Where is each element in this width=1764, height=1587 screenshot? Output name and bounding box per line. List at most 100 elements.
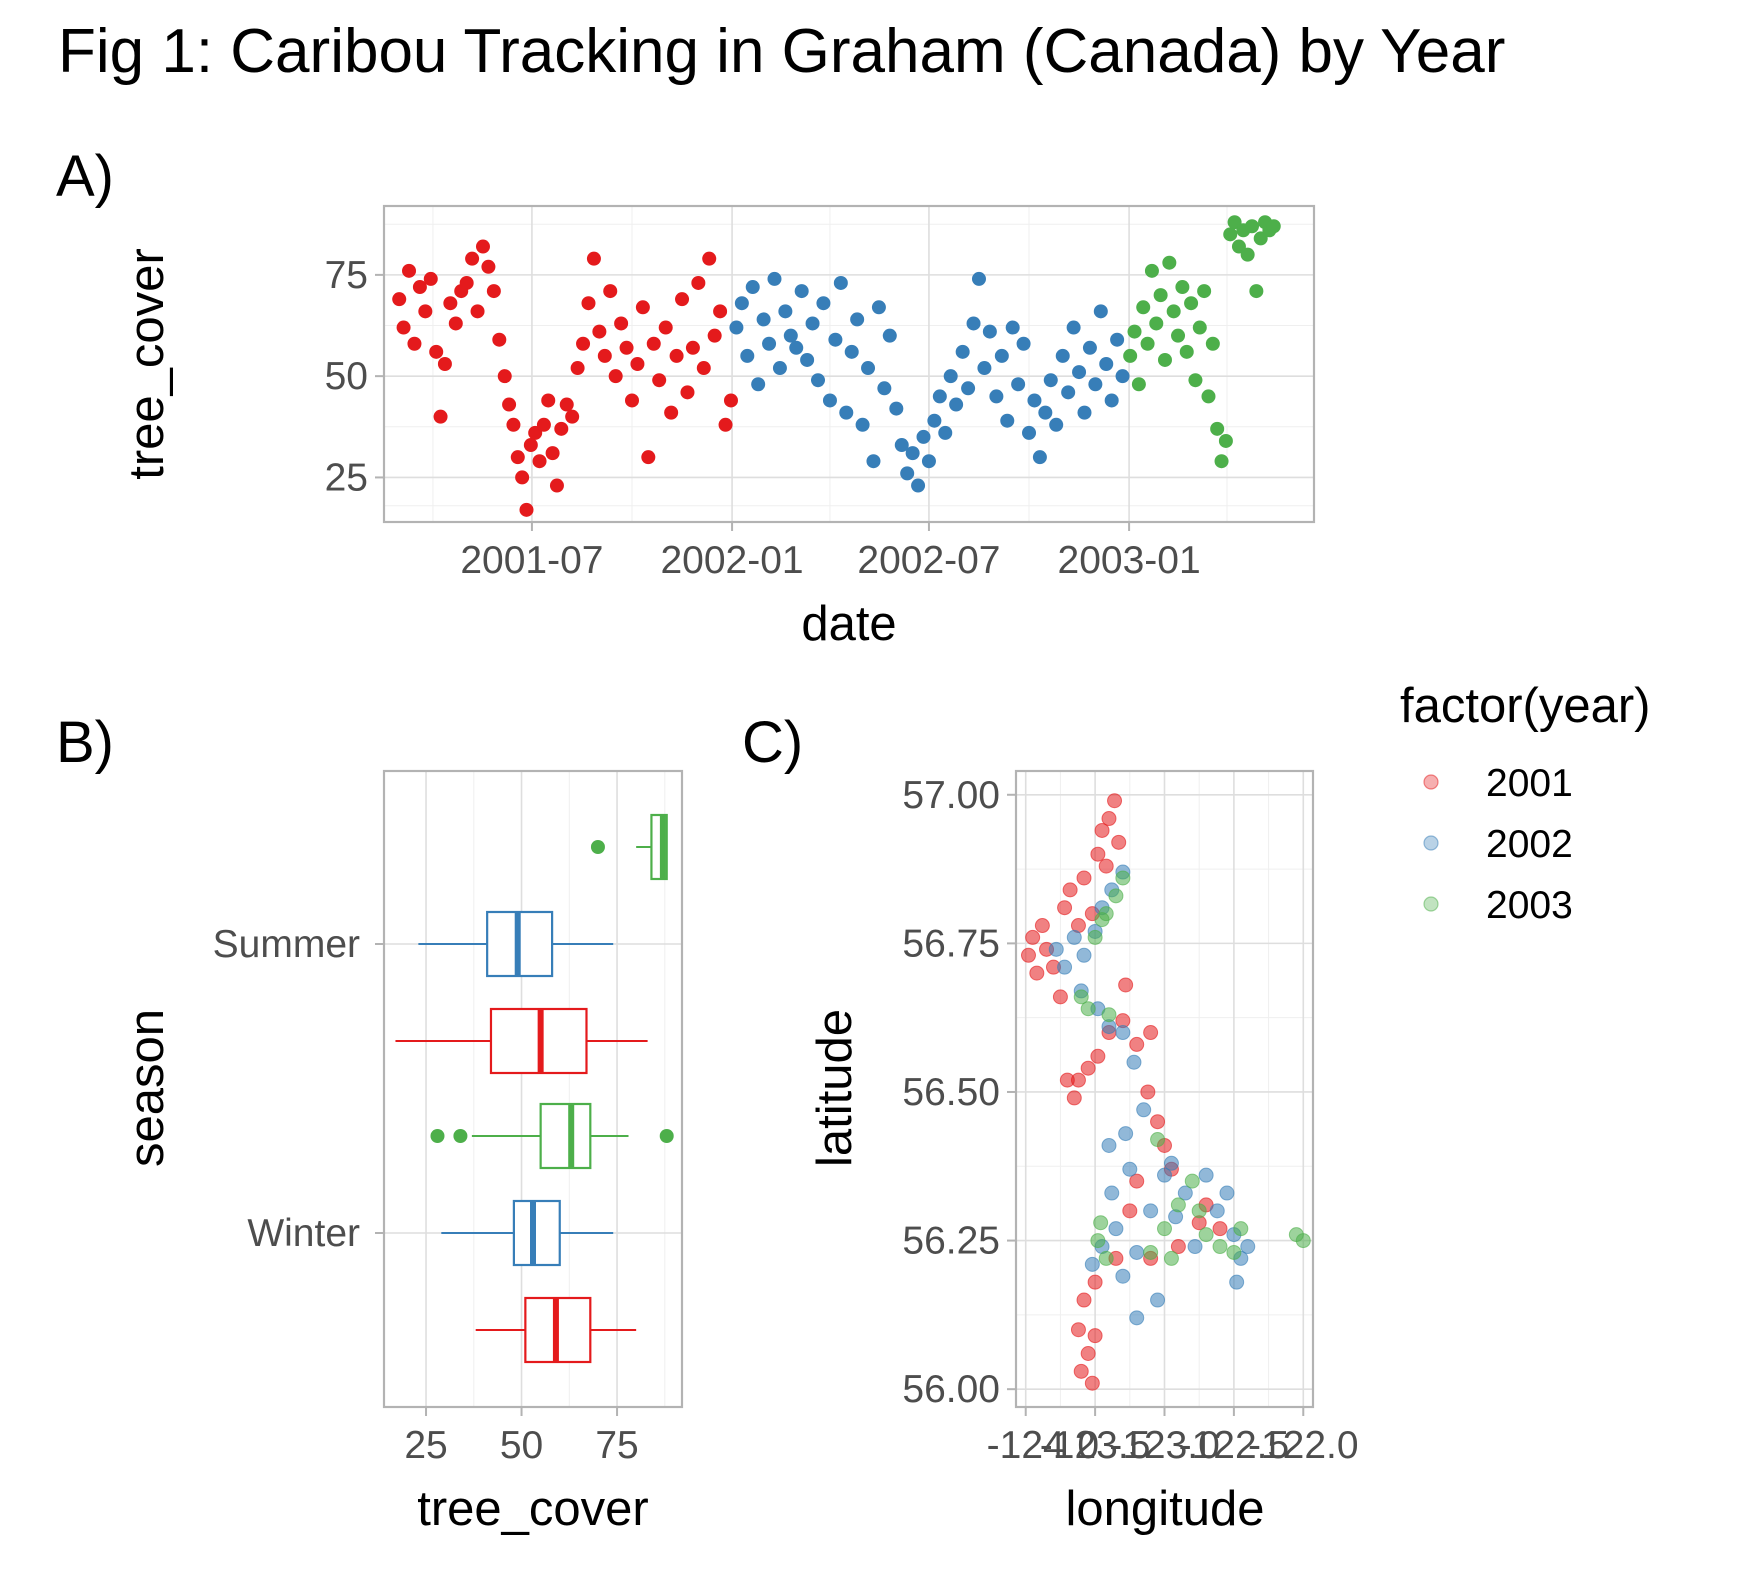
data-point-2001 xyxy=(510,450,525,465)
data-point-2001 xyxy=(486,284,501,299)
data-point-2002 xyxy=(894,438,909,453)
data-point-2001 xyxy=(1066,1090,1082,1106)
data-point-2001 xyxy=(1170,1239,1186,1255)
data-point-2001 xyxy=(475,239,490,254)
data-point-2003 xyxy=(1201,389,1216,404)
data-point-2003 xyxy=(1080,1001,1096,1017)
data-point-2001 xyxy=(1073,1363,1089,1379)
data-point-2003 xyxy=(1170,1197,1186,1213)
data-point-2003 xyxy=(1288,1227,1304,1243)
data-point-2003 xyxy=(1240,247,1255,262)
data-point-2001 xyxy=(1076,870,1092,886)
data-point-2002 xyxy=(811,373,825,388)
boxplot-box xyxy=(512,1199,561,1267)
data-point-2003 xyxy=(1150,1132,1166,1148)
data-point-2001 xyxy=(664,405,679,420)
data-point-2001 xyxy=(559,397,574,412)
data-point-2001 xyxy=(565,409,580,424)
data-point-2002 xyxy=(921,454,936,469)
panel-c-grid xyxy=(1016,771,1313,1407)
data-point-2002 xyxy=(1011,377,1026,392)
x-tick-label: 25 xyxy=(404,1424,447,1467)
data-point-2001 xyxy=(1070,1072,1086,1088)
data-point-2001 xyxy=(515,470,530,485)
data-point-2002 xyxy=(927,413,942,428)
data-point-2002 xyxy=(1110,332,1125,347)
data-point-2001 xyxy=(433,409,448,424)
y-tick-label: 75 xyxy=(325,254,368,297)
data-point-2002 xyxy=(1099,357,1114,371)
data-point-2002 xyxy=(932,389,947,404)
data-point-2003 xyxy=(1140,336,1155,351)
x-tick-label: -124 xyxy=(987,1424,1065,1467)
data-point-2002 xyxy=(844,344,859,359)
data-point-2001 xyxy=(652,373,667,388)
data-point-2002 xyxy=(1115,369,1130,384)
data-point-2002 xyxy=(816,296,831,311)
data-point-2003 xyxy=(1266,219,1281,234)
data-point-2001 xyxy=(1143,1025,1159,1041)
data-point-2001 xyxy=(429,344,444,359)
data-point-2001 xyxy=(685,340,700,355)
data-point-2001 xyxy=(592,324,607,339)
data-point-2003 xyxy=(1205,336,1220,351)
data-point-2002 xyxy=(822,393,837,408)
data-point-2001 xyxy=(707,328,722,343)
data-point-2003 xyxy=(1093,1215,1109,1231)
data-point-2002 xyxy=(762,336,777,351)
panel-a-border xyxy=(382,204,1316,524)
legend-entries: 2001 2002 2003 xyxy=(1423,762,1573,927)
data-point-2002 xyxy=(1061,385,1076,400)
data-point-2002 xyxy=(756,312,771,327)
data-point-2002 xyxy=(889,401,904,416)
data-point-2002 xyxy=(1057,959,1073,975)
data-point-2001 xyxy=(1107,793,1123,809)
legend-title: factor(year) xyxy=(1400,679,1651,733)
data-point-2001 xyxy=(576,336,591,351)
data-point-2002 xyxy=(1066,929,1082,945)
legend-label-2001: 2001 xyxy=(1486,762,1573,805)
data-point-2002 xyxy=(794,284,809,299)
data-point-2002 xyxy=(855,417,870,432)
data-point-2001 xyxy=(570,361,585,376)
data-point-2003 xyxy=(1144,263,1159,278)
boxplot-summer-2003 xyxy=(590,813,668,881)
data-point-2001 xyxy=(506,417,521,432)
y-tick-label: 56.50 xyxy=(902,1071,1000,1114)
y-tick-label: 25 xyxy=(325,456,368,499)
data-point-2003 xyxy=(1223,227,1238,242)
data-point-2003 xyxy=(1233,1221,1249,1237)
data-point-2003 xyxy=(1226,1244,1242,1260)
data-point-2002 xyxy=(1143,1203,1159,1219)
panel-a-x-axis-title: date xyxy=(801,597,896,651)
data-point-2001 xyxy=(407,336,422,351)
data-point-2002 xyxy=(1240,1239,1256,1255)
data-point-2002 xyxy=(966,316,981,331)
data-point-2003 xyxy=(1098,1250,1114,1266)
data-point-2002 xyxy=(1163,1155,1179,1171)
legend: factor(year) 2001 2002 2003 xyxy=(1400,679,1651,927)
data-point-2002 xyxy=(1115,1025,1131,1041)
data-point-2002 xyxy=(994,348,1009,363)
data-point-2003 xyxy=(1101,1007,1117,1023)
data-point-2002 xyxy=(1108,1221,1124,1237)
data-point-2001 xyxy=(392,292,407,307)
data-point-2002 xyxy=(1118,1126,1134,1142)
data-point-2003 xyxy=(1143,1244,1159,1260)
data-point-2001 xyxy=(541,393,556,408)
data-point-2003 xyxy=(1108,888,1124,904)
data-point-2001 xyxy=(545,446,560,461)
data-point-2001 xyxy=(641,450,656,465)
data-point-2001 xyxy=(443,296,458,311)
data-point-2002 xyxy=(1088,377,1103,392)
data-point-2002 xyxy=(800,352,815,367)
data-point-2002 xyxy=(745,280,760,295)
data-point-2001 xyxy=(448,316,463,331)
data-point-2003 xyxy=(1115,870,1131,886)
data-point-2001 xyxy=(581,296,596,311)
data-point-2001 xyxy=(1150,1114,1166,1130)
data-point-2002 xyxy=(772,361,787,376)
data-point-2001 xyxy=(1101,811,1117,827)
y-tick-label: Summer xyxy=(213,923,360,966)
